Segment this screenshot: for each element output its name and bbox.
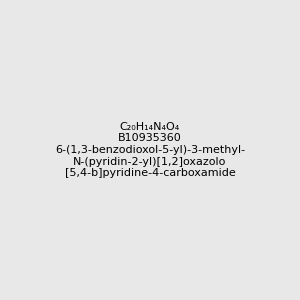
Text: C₂₀H₁₄N₄O₄
B10935360
6-(1,3-benzodioxol-5-yl)-3-methyl-
N-(pyridin-2-yl)[1,2]oxa: C₂₀H₁₄N₄O₄ B10935360 6-(1,3-benzodioxol-… [55, 122, 245, 178]
